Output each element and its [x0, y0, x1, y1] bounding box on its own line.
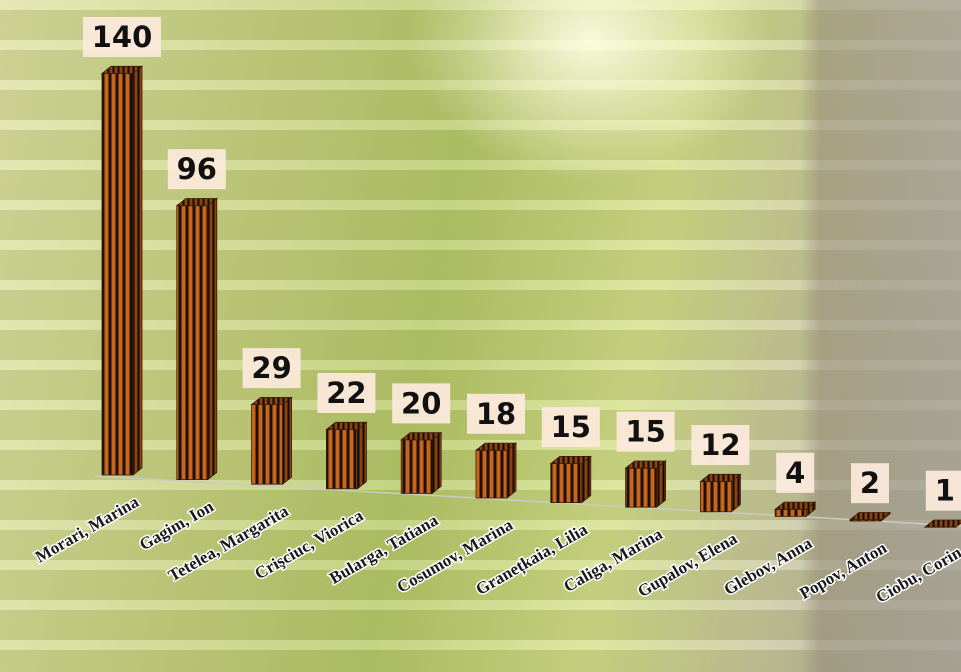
bar-top — [474, 442, 518, 451]
value-label: 140 — [92, 20, 153, 54]
bar-top — [175, 198, 218, 207]
bar-side — [282, 396, 293, 486]
bar — [400, 431, 443, 495]
bar-side — [356, 421, 367, 490]
category-label: Morari, Marina — [32, 492, 143, 567]
bar-top — [100, 65, 144, 74]
bar-side — [656, 460, 666, 509]
bar — [699, 473, 742, 513]
value-label: 29 — [251, 351, 291, 385]
bar — [474, 442, 518, 499]
bar-side — [431, 431, 442, 495]
value-label: 15 — [551, 410, 591, 444]
bar-top — [774, 501, 817, 510]
bar — [100, 65, 144, 476]
bar-front — [325, 429, 358, 490]
value-label: 22 — [326, 376, 366, 410]
bar-top — [624, 460, 667, 469]
value-label: 1 — [935, 474, 955, 508]
value-label: 18 — [476, 397, 516, 431]
value-label: 12 — [700, 428, 740, 462]
value-label-box — [616, 411, 675, 452]
value-label-box — [83, 17, 161, 57]
bar-top — [549, 455, 592, 465]
bar-front — [176, 205, 209, 480]
bar-front — [400, 439, 433, 494]
bar — [175, 197, 218, 481]
bar-top — [923, 519, 961, 528]
value-label: 20 — [401, 386, 441, 420]
value-label: 15 — [625, 415, 665, 449]
bar-top — [699, 473, 742, 482]
value-label-box — [317, 373, 376, 413]
value-label-box — [392, 383, 451, 424]
baseline — [94, 475, 961, 527]
bar-front — [774, 508, 807, 517]
value-label-box — [541, 407, 600, 448]
bar-side — [581, 455, 592, 504]
bar — [250, 396, 293, 486]
bar-front — [475, 449, 508, 499]
bar-top — [325, 421, 368, 430]
value-label: 4 — [785, 456, 805, 490]
bar — [549, 455, 592, 504]
bar-side — [132, 65, 143, 476]
value-label-box — [467, 393, 525, 434]
bar — [624, 460, 667, 509]
value-label-box — [776, 452, 815, 493]
value-label-box — [242, 348, 301, 389]
bar — [325, 421, 368, 490]
bar — [923, 519, 961, 529]
bar-front — [101, 73, 134, 476]
value-label: 96 — [177, 152, 217, 186]
value-label-box — [691, 425, 750, 465]
value-label-box — [167, 149, 226, 190]
bar — [774, 501, 817, 518]
value-label-box — [851, 463, 889, 504]
value-label: 2 — [860, 466, 880, 500]
bar-top — [400, 432, 443, 441]
bar-side — [506, 442, 517, 499]
bar-top — [848, 512, 892, 521]
bar — [848, 511, 892, 522]
bar-front — [700, 481, 732, 513]
bar-front — [251, 404, 284, 485]
bar-side — [207, 197, 218, 481]
bar-front — [625, 467, 657, 508]
bar-top — [250, 396, 293, 406]
value-label-box — [925, 470, 961, 511]
bar-front — [550, 463, 583, 504]
